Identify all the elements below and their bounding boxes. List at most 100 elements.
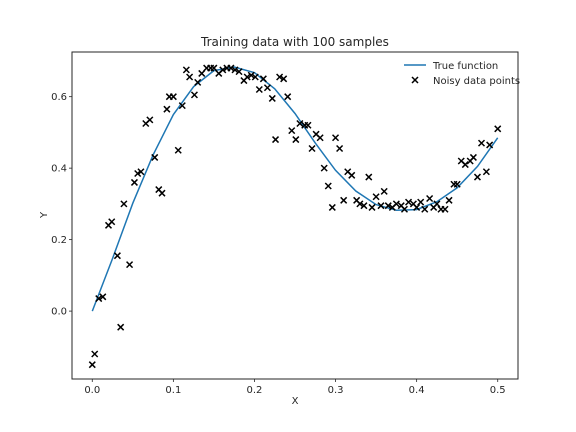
y-tick-label: 0.6 xyxy=(51,92,67,103)
data-point-marker xyxy=(441,205,449,213)
chart-title: Training data with 100 samples xyxy=(200,35,389,49)
data-point-marker xyxy=(194,78,202,86)
data-point-marker xyxy=(117,323,125,331)
data-point-marker xyxy=(182,66,190,74)
legend-label-true-function: True function xyxy=(432,61,498,72)
data-point-marker xyxy=(263,84,271,92)
data-point-marker xyxy=(469,153,477,161)
data-point-marker xyxy=(88,361,96,369)
data-point-marker xyxy=(365,173,373,181)
data-point-marker xyxy=(380,187,388,195)
data-point-marker xyxy=(461,161,469,169)
data-point-marker xyxy=(108,218,116,226)
data-point-marker xyxy=(95,295,103,303)
data-point-marker xyxy=(276,73,284,81)
data-point-marker xyxy=(348,171,356,179)
data-point-marker xyxy=(328,203,336,211)
x-tick-label: 0.2 xyxy=(247,385,263,396)
data-point-marker xyxy=(190,91,198,99)
y-tick-label: 0.2 xyxy=(51,235,67,246)
data-point-marker xyxy=(296,119,304,128)
data-point-marker xyxy=(332,134,340,142)
data-point-marker xyxy=(243,73,251,81)
data-point-marker xyxy=(137,168,145,176)
data-point-marker xyxy=(227,64,235,72)
data-point-marker xyxy=(235,68,243,76)
data-point-marker xyxy=(445,196,453,204)
legend-label-noisy-data-points: Noisy data points xyxy=(433,76,520,87)
data-point-marker xyxy=(320,164,328,172)
data-point-marker xyxy=(186,73,194,81)
data-point-marker xyxy=(482,168,490,176)
data-point-marker xyxy=(473,173,481,181)
data-point-marker xyxy=(158,189,166,197)
data-point-marker xyxy=(255,85,263,94)
data-point-marker xyxy=(178,102,186,110)
data-point-marker xyxy=(272,136,280,144)
data-point-marker xyxy=(247,71,255,79)
data-point-marker xyxy=(368,203,376,211)
legend-marker-swatch xyxy=(411,76,419,84)
data-point-marker xyxy=(151,153,159,161)
plot-frame xyxy=(71,51,519,380)
data-point-marker xyxy=(174,146,182,154)
data-point-marker xyxy=(231,66,239,74)
data-point-marker xyxy=(486,141,494,149)
data-point-marker xyxy=(130,178,138,186)
data-point-marker xyxy=(324,182,332,190)
y-tick-label: 0.0 xyxy=(51,307,67,318)
data-point-marker xyxy=(198,69,206,77)
data-point-marker xyxy=(421,205,429,213)
data-point-marker xyxy=(494,125,502,133)
y-axis-label: Y xyxy=(39,211,50,219)
data-point-marker xyxy=(219,66,227,74)
data-point-marker xyxy=(336,144,344,153)
data-point-marker xyxy=(99,293,107,301)
x-tick-label: 0.4 xyxy=(409,385,425,396)
data-point-marker xyxy=(477,139,486,147)
data-point-marker xyxy=(417,198,425,206)
data-point-marker xyxy=(356,200,364,208)
data-point-marker xyxy=(120,200,128,208)
x-tick-label: 0.3 xyxy=(328,385,344,396)
data-point-marker xyxy=(210,64,218,72)
data-point-marker xyxy=(113,252,121,260)
data-point-marker xyxy=(404,198,413,206)
plot-area xyxy=(88,64,502,369)
x-axis-label: X xyxy=(292,396,299,407)
data-point-marker xyxy=(91,350,99,358)
data-point-marker xyxy=(268,94,276,102)
data-point-marker xyxy=(426,194,434,203)
x-tick-label: 0.1 xyxy=(165,385,181,396)
data-point-marker xyxy=(372,193,380,201)
data-point-marker xyxy=(308,144,316,153)
legend: True function Noisy data points xyxy=(404,61,520,87)
data-point-marker xyxy=(292,136,300,144)
x-tick-label: 0.0 xyxy=(84,385,100,396)
data-point-marker xyxy=(126,261,134,269)
data-point-marker xyxy=(384,202,392,210)
data-point-marker xyxy=(284,93,292,101)
true-function-line xyxy=(91,66,499,312)
x-tick-label: 0.5 xyxy=(490,385,506,396)
data-point-marker xyxy=(316,134,324,142)
data-point-marker xyxy=(259,75,267,83)
data-point-marker xyxy=(413,203,421,211)
data-point-marker xyxy=(377,202,385,210)
data-point-marker xyxy=(340,196,348,204)
data-point-marker xyxy=(400,205,409,213)
y-tick-label: 0.4 xyxy=(51,164,67,175)
data-point-marker xyxy=(304,121,312,129)
data-point-marker xyxy=(360,202,368,210)
data-point-marker xyxy=(251,73,259,81)
data-point-marker xyxy=(392,200,400,208)
data-point-marker xyxy=(169,93,177,101)
data-point-marker xyxy=(453,180,461,188)
data-point-marker xyxy=(146,116,154,124)
data-point-marker xyxy=(433,200,441,208)
data-point-marker xyxy=(163,105,171,113)
data-point-marker xyxy=(280,75,288,83)
data-point-marker xyxy=(288,127,296,135)
